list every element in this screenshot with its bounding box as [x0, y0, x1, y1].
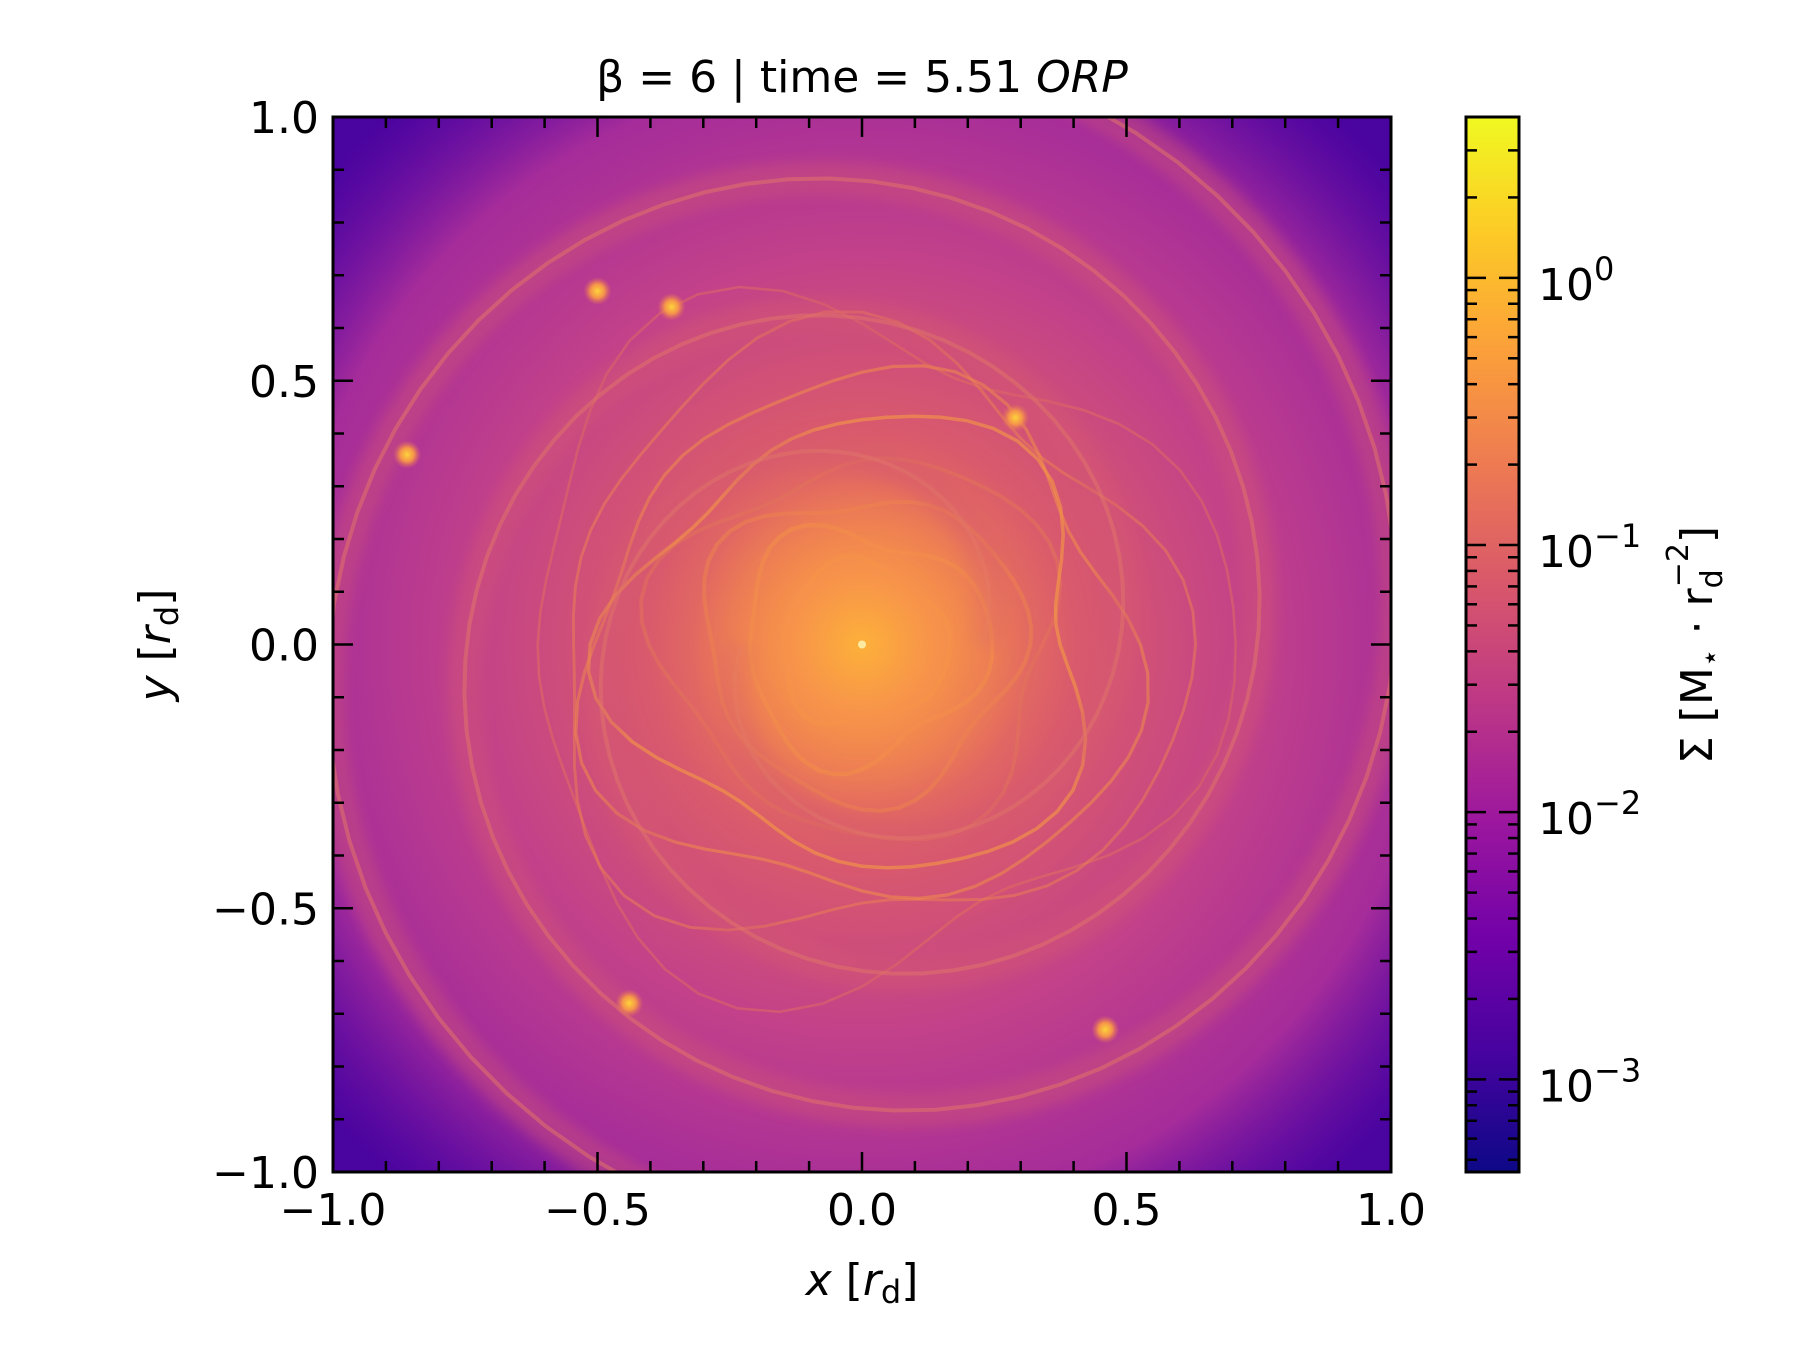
y-tick-label: 0.5 [249, 357, 319, 408]
clump [615, 989, 644, 1018]
spiral-arms [333, 117, 1391, 1172]
x-tick-label: 0.5 [1092, 1185, 1162, 1236]
colorbar-tick-labels: 10−3 10−2 10−1 100 [1538, 250, 1641, 1112]
clump [657, 292, 686, 321]
axis-tick-labels: −1.0 −0.5 0.0 0.5 1.0 −1.0 −0.5 0.0 0.5 1.0 [212, 93, 1426, 1236]
outer-spiral-filament [462, 117, 1391, 1113]
x-tick-label: 0.0 [827, 1185, 897, 1236]
colorbar-tick-label: 100 [1538, 250, 1614, 311]
colorbar-tick-label: 10−3 [1538, 1051, 1641, 1112]
clump [583, 277, 612, 306]
clump [1001, 403, 1030, 432]
x-tick-label: −0.5 [544, 1185, 651, 1236]
colorbar [1464, 115, 1521, 1174]
axis-ticks [331, 115, 1393, 1174]
colorbar-tick-label: 10−2 [1538, 784, 1641, 845]
colorbar-ticks [1466, 115, 1519, 1162]
colorbar-tick-label: 10−1 [1538, 517, 1641, 578]
y-tick-label: 1.0 [249, 93, 319, 144]
clumps [393, 277, 1120, 1044]
outer-spiral-filament [333, 176, 1262, 1172]
x-axis-label: x [rd] [804, 1255, 919, 1311]
central-star [858, 640, 866, 649]
colorbar-label: Σ [M⋆ · rd−2] [1661, 526, 1730, 764]
chart-title: β = 6 | time = 5.51 ORP [596, 52, 1128, 103]
density-ring [571, 310, 1198, 932]
y-tick-label: −0.5 [212, 884, 319, 935]
clump [1091, 1015, 1120, 1044]
x-tick-label: 1.0 [1356, 1185, 1426, 1236]
density-heatmap [333, 117, 1391, 1172]
x-tick-label: −1.0 [280, 1185, 387, 1236]
y-tick-label: −1.0 [212, 1148, 319, 1199]
y-tick-label: 0.0 [249, 621, 319, 672]
clump [393, 440, 422, 469]
y-axis-label: y [rd] [130, 589, 186, 704]
